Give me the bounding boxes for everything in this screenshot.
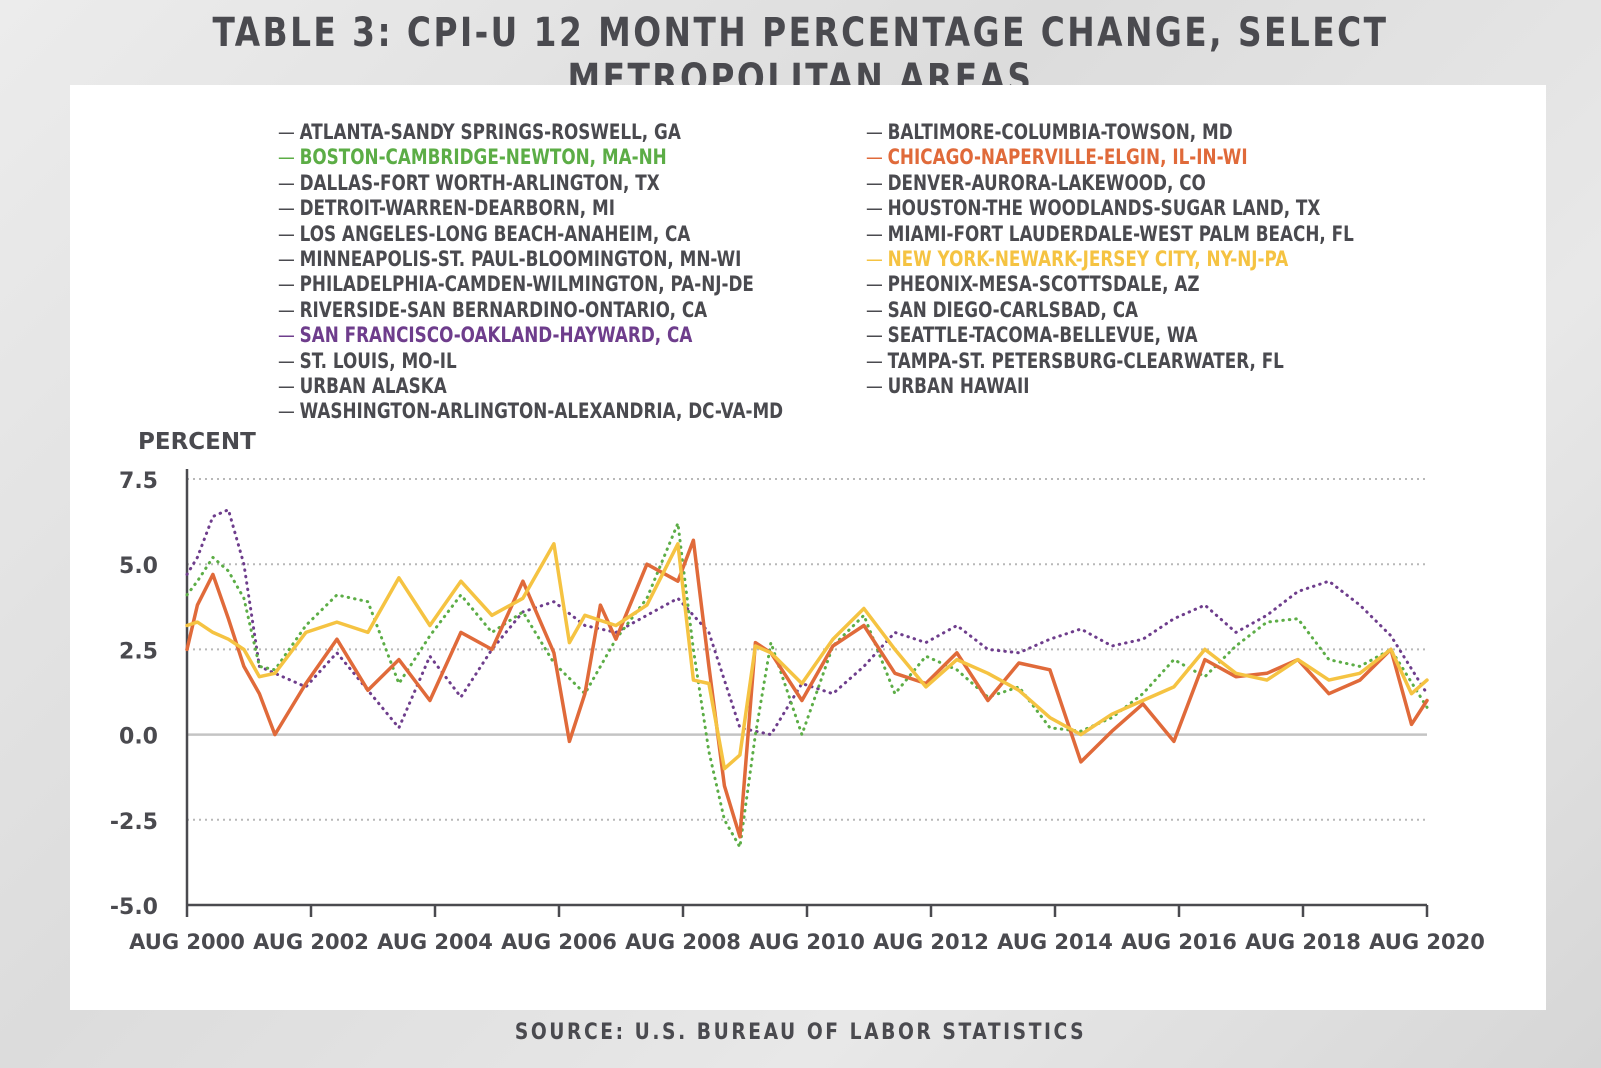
legend-label: CHICAGO-NAPERVILLE-ELGIN, IL-IN-WI — [887, 145, 1248, 170]
legend-label: URBAN HAWAII — [887, 373, 1030, 398]
legend-item: — URBAN HAWAII — [866, 374, 1354, 399]
x-tick-label: AUG 2016 — [1121, 930, 1237, 954]
series-line-boston — [185, 521, 1429, 849]
legend-item: — RIVERSIDE-SAN BERNARDINO-ONTARIO, CA — [278, 298, 783, 323]
legend-item: — DETROIT-WARREN-DEARBORN, MI — [278, 196, 783, 221]
legend-swatch: — — [866, 221, 883, 246]
legend-swatch: — — [866, 170, 883, 195]
legend-item: — WASHINGTON-ARLINGTON-ALEXANDRIA, DC-VA-… — [278, 399, 783, 424]
legend-label: LOS ANGELES-LONG BEACH-ANAHEIM, CA — [299, 221, 691, 246]
legend-swatch: — — [278, 373, 295, 398]
legend-swatch: — — [278, 221, 295, 246]
legend-label: SAN DIEGO-CARLSBAD, CA — [887, 297, 1139, 322]
x-tick-label: AUG 2004 — [377, 930, 493, 954]
legend-label: HOUSTON-THE WOODLANDS-SUGAR LAND, TX — [887, 196, 1321, 221]
legend-item: — DALLAS-FORT WORTH-ARLINGTON, TX — [278, 171, 783, 196]
legend-swatch: — — [866, 323, 883, 348]
series-line-chicago — [185, 538, 1429, 839]
legend-right-column: — BALTIMORE-COLUMBIA-TOWSON, MD — CHICAGO-N… — [866, 120, 1476, 399]
legend-label: MINNEAPOLIS-ST. PAUL-BLOOMINGTON, MN-WI — [299, 246, 742, 271]
y-tick-label: -5.0 — [110, 895, 158, 920]
legend-swatch: — — [866, 246, 883, 271]
legend: — ATLANTA-SANDY SPRINGS-ROSWELL, GA — BOSTO… — [70, 120, 1546, 423]
x-tick-label: AUG 2014 — [997, 930, 1113, 954]
legend-swatch: — — [278, 323, 295, 348]
legend-item: — BOSTON-CAMBRIDGE-NEWTON, MA-NH — [278, 145, 783, 170]
legend-left-column: — ATLANTA-SANDY SPRINGS-ROSWELL, GA — BOSTO… — [278, 120, 909, 425]
legend-item: — BALTIMORE-COLUMBIA-TOWSON, MD — [866, 120, 1354, 145]
x-tick-label: AUG 2008 — [625, 930, 741, 954]
x-tick-label: AUG 2002 — [253, 930, 369, 954]
series-line-sanfrancisco — [185, 508, 1429, 737]
y-tick-label: 7.5 — [119, 469, 158, 494]
legend-label: WASHINGTON-ARLINGTON-ALEXANDRIA, DC-VA-M… — [299, 399, 784, 424]
legend-label: DENVER-AURORA-LAKEWOOD, CO — [887, 170, 1206, 195]
legend-swatch: — — [278, 196, 295, 221]
legend-label: RIVERSIDE-SAN BERNARDINO-ONTARIO, CA — [299, 297, 708, 322]
legend-item: — DENVER-AURORA-LAKEWOOD, CO — [866, 171, 1354, 196]
legend-item: — PHEONIX-MESA-SCOTTSDALE, AZ — [866, 272, 1354, 297]
chart-panel: — ATLANTA-SANDY SPRINGS-ROSWELL, GA — BOSTO… — [70, 85, 1546, 1010]
y-axis-label: PERCENT — [138, 429, 256, 455]
legend-swatch: — — [278, 297, 295, 322]
legend-swatch: — — [278, 170, 295, 195]
legend-item: — PHILADELPHIA-CAMDEN-WILMINGTON, PA-NJ-D… — [278, 272, 783, 297]
legend-label: PHILADELPHIA-CAMDEN-WILMINGTON, PA-NJ-DE — [299, 272, 754, 297]
legend-swatch: — — [278, 246, 295, 271]
x-tick-label: AUG 2010 — [749, 930, 865, 954]
legend-item: — ATLANTA-SANDY SPRINGS-ROSWELL, GA — [278, 120, 783, 145]
legend-label: DALLAS-FORT WORTH-ARLINGTON, TX — [299, 170, 660, 195]
legend-swatch: — — [866, 297, 883, 322]
legend-swatch: — — [278, 348, 295, 373]
legend-item: — TAMPA-ST. PETERSBURG-CLEARWATER, FL — [866, 349, 1354, 374]
legend-swatch: — — [278, 120, 295, 144]
legend-label: TAMPA-ST. PETERSBURG-CLEARWATER, FL — [887, 348, 1284, 373]
legend-swatch: — — [278, 145, 295, 170]
y-tick-label: 5.0 — [119, 554, 158, 579]
legend-item: — HOUSTON-THE WOODLANDS-SUGAR LAND, TX — [866, 196, 1354, 221]
x-tick-label: AUG 2012 — [873, 930, 989, 954]
legend-swatch: — — [866, 348, 883, 373]
series-line-newyork — [185, 542, 1429, 771]
x-tick-label: AUG 2000 — [129, 930, 245, 954]
legend-swatch: — — [866, 196, 883, 221]
legend-swatch: — — [278, 399, 295, 424]
legend-label: SEATTLE-TACOMA-BELLEVUE, WA — [887, 323, 1198, 348]
legend-swatch: — — [866, 145, 883, 170]
x-tick-label: AUG 2020 — [1369, 930, 1485, 954]
legend-item: — URBAN ALASKA — [278, 374, 783, 399]
legend-label: ST. LOUIS, MO-IL — [299, 348, 457, 373]
legend-label: NEW YORK-NEWARK-JERSEY CITY, NY-NJ-PA — [887, 246, 1289, 271]
legend-item: — SAN DIEGO-CARLSBAD, CA — [866, 298, 1354, 323]
x-tick-label: AUG 2006 — [501, 930, 617, 954]
chart-title: TABLE 3: CPI-U 12 MONTH PERCENTAGE CHANG… — [212, 10, 1389, 102]
source-note: SOURCE: U.S. BUREAU OF LABOR STATISTICS — [514, 1020, 1087, 1045]
legend-swatch: — — [278, 272, 295, 297]
legend-label: SAN FRANCISCO-OAKLAND-HAYWARD, CA — [299, 323, 693, 348]
legend-item: — LOS ANGELES-LONG BEACH-ANAHEIM, CA — [278, 222, 783, 247]
legend-swatch: — — [866, 373, 883, 398]
legend-item: — NEW YORK-NEWARK-JERSEY CITY, NY-NJ-PA — [866, 247, 1354, 272]
legend-label: ATLANTA-SANDY SPRINGS-ROSWELL, GA — [299, 120, 681, 144]
legend-item: — CHICAGO-NAPERVILLE-ELGIN, IL-IN-WI — [866, 145, 1354, 170]
line-chart: -5.0 -2.5 0.0 2.5 5.0 7.5 PERCENT AUG 2000 AUG 2… — [110, 429, 1485, 954]
legend-item: — ST. LOUIS, MO-IL — [278, 349, 783, 374]
legend-swatch: — — [866, 272, 883, 297]
legend-item: — MIAMI-FORT LAUDERDALE-WEST PALM BEACH, … — [866, 222, 1354, 247]
legend-label: DETROIT-WARREN-DEARBORN, MI — [299, 196, 615, 221]
legend-label: PHEONIX-MESA-SCOTTSDALE, AZ — [887, 272, 1200, 297]
legend-item: — SEATTLE-TACOMA-BELLEVUE, WA — [866, 323, 1354, 348]
y-tick-label: -2.5 — [110, 810, 158, 835]
legend-swatch: — — [866, 120, 883, 144]
legend-label: MIAMI-FORT LAUDERDALE-WEST PALM BEACH, F… — [887, 221, 1354, 246]
legend-label: BALTIMORE-COLUMBIA-TOWSON, MD — [887, 120, 1233, 144]
x-tick-label: AUG 2018 — [1245, 930, 1361, 954]
y-tick-label: 0.0 — [119, 725, 158, 750]
legend-item: — SAN FRANCISCO-OAKLAND-HAYWARD, CA — [278, 323, 783, 348]
legend-label: BOSTON-CAMBRIDGE-NEWTON, MA-NH — [299, 145, 667, 170]
legend-label: URBAN ALASKA — [299, 373, 447, 398]
legend-item: — MINNEAPOLIS-ST. PAUL-BLOOMINGTON, MN-WI — [278, 247, 783, 272]
y-tick-label: 2.5 — [119, 639, 158, 664]
